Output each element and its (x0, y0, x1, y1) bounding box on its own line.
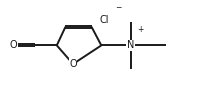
Text: Cl: Cl (100, 15, 109, 26)
Text: O: O (69, 59, 77, 69)
Text: −: − (116, 3, 122, 12)
Text: N: N (127, 40, 134, 50)
Text: O: O (9, 40, 17, 50)
Text: +: + (137, 25, 143, 34)
